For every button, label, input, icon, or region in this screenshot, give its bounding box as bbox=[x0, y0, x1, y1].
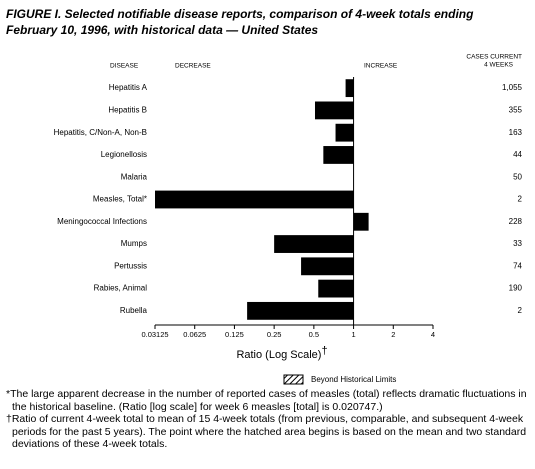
cases-label: 50 bbox=[513, 172, 522, 181]
chart: FIGURE I. Selected notifiable disease re… bbox=[6, 7, 523, 385]
y-tick-label: Pertussis bbox=[114, 261, 147, 270]
y-tick-label: Malaria bbox=[121, 172, 148, 181]
legend-swatch bbox=[283, 374, 304, 385]
y-tick-label: Hepatitis B bbox=[108, 106, 147, 115]
x-axis-label-text: Ratio (Log Scale) bbox=[236, 349, 321, 361]
x-tick-label: 2 bbox=[391, 330, 395, 339]
y-tick-label: Measles, Total* bbox=[93, 195, 147, 204]
y-tick-label: Legionellosis bbox=[101, 150, 147, 159]
footnote: *The large apparent decrease in the numb… bbox=[6, 388, 527, 413]
bar bbox=[318, 279, 354, 298]
x-tick-label: 0.0625 bbox=[183, 330, 206, 339]
bar bbox=[323, 146, 354, 164]
plot bbox=[155, 79, 369, 320]
x-tick-label: 0.25 bbox=[267, 330, 282, 339]
cases-label: 355 bbox=[509, 106, 523, 115]
column-header: 4 WEEKS bbox=[484, 62, 514, 69]
cases-label: 1,055 bbox=[502, 83, 523, 92]
cases-label: 228 bbox=[509, 217, 523, 226]
y-tick-label: Hepatitis, C/Non-A, Non-B bbox=[54, 128, 147, 137]
x-tick-label: 1 bbox=[351, 330, 355, 339]
y-tick-label: Rabies, Animal bbox=[94, 284, 148, 293]
bar bbox=[314, 101, 354, 120]
bar bbox=[155, 190, 354, 209]
chart-title: February 10, 1996, with historical data … bbox=[6, 23, 318, 37]
bar bbox=[274, 235, 354, 253]
column-header: DECREASE bbox=[175, 63, 211, 70]
y-tick-label: Meningococcal Infections bbox=[57, 217, 147, 226]
x-axis-label: Ratio (Log Scale)† bbox=[236, 345, 327, 361]
column-header: DISEASE bbox=[110, 63, 139, 70]
y-tick-label: Mumps bbox=[121, 239, 147, 248]
legend-label: Beyond Historical Limits bbox=[311, 375, 396, 384]
bar bbox=[301, 257, 354, 276]
chart-title: FIGURE I. Selected notifiable disease re… bbox=[6, 7, 474, 21]
y-tick-label: Rubella bbox=[120, 306, 148, 315]
x-tick-label: 4 bbox=[431, 330, 435, 339]
bar bbox=[247, 301, 354, 320]
bar bbox=[345, 79, 354, 98]
column-header: INCREASE bbox=[364, 63, 398, 70]
cases-label: 163 bbox=[509, 128, 523, 137]
x-tick-label: 0.03125 bbox=[141, 330, 168, 339]
x-axis-label-mark: † bbox=[321, 345, 327, 357]
x-tick-label: 0.5 bbox=[309, 330, 319, 339]
cases-label: 2 bbox=[518, 195, 523, 204]
cases-label: 190 bbox=[509, 284, 523, 293]
cases-label: 74 bbox=[513, 261, 522, 270]
bar bbox=[335, 123, 354, 142]
y-tick-label: Hepatitis A bbox=[109, 83, 148, 92]
cases-label: 2 bbox=[518, 306, 523, 315]
cases-label: 33 bbox=[513, 239, 522, 248]
cases-label: 44 bbox=[513, 150, 522, 159]
x-tick-label: 0.125 bbox=[225, 330, 244, 339]
column-header: CASES CURRENT bbox=[466, 54, 522, 61]
footnote: †Ratio of current 4-week total to mean o… bbox=[6, 413, 527, 450]
footnotes: *The large apparent decrease in the numb… bbox=[6, 388, 531, 451]
bar bbox=[353, 212, 369, 231]
